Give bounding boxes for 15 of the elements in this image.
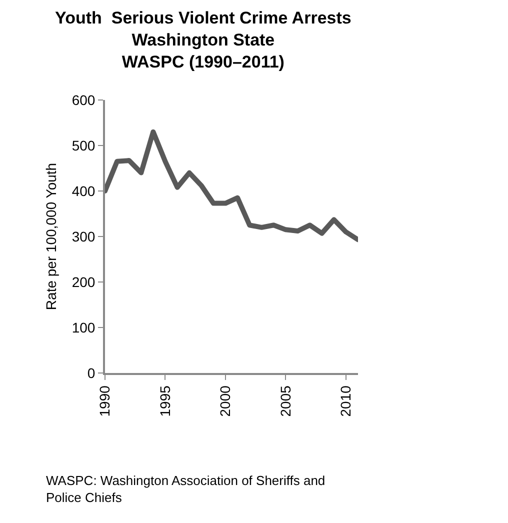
x-tick-label: 2010 <box>338 385 354 417</box>
y-tick-label: 300 <box>72 228 96 244</box>
y-tick-label: 600 <box>72 92 96 108</box>
y-tick-label: 400 <box>72 182 96 199</box>
y-tick-label: 100 <box>72 319 96 336</box>
y-axis-title: Rate per 100,000 Youth <box>42 162 59 310</box>
y-tick-label: 200 <box>72 274 96 290</box>
y-tick-label: 0 <box>87 364 96 381</box>
x-tick-label: 1990 <box>96 385 113 417</box>
chart-title: Youth Serious Violent Crime Arrests Washington State WASPC (1990–2011) <box>55 8 352 72</box>
text: WASPC: Washington Association of Sheriffs and Police Chiefs <box>46 473 326 505</box>
x-tick-label: 1995 <box>156 385 173 417</box>
x-tick-label: 2005 <box>277 385 294 417</box>
x-tick-label: 2000 <box>217 385 234 417</box>
y-tick-label: 500 <box>72 137 96 154</box>
